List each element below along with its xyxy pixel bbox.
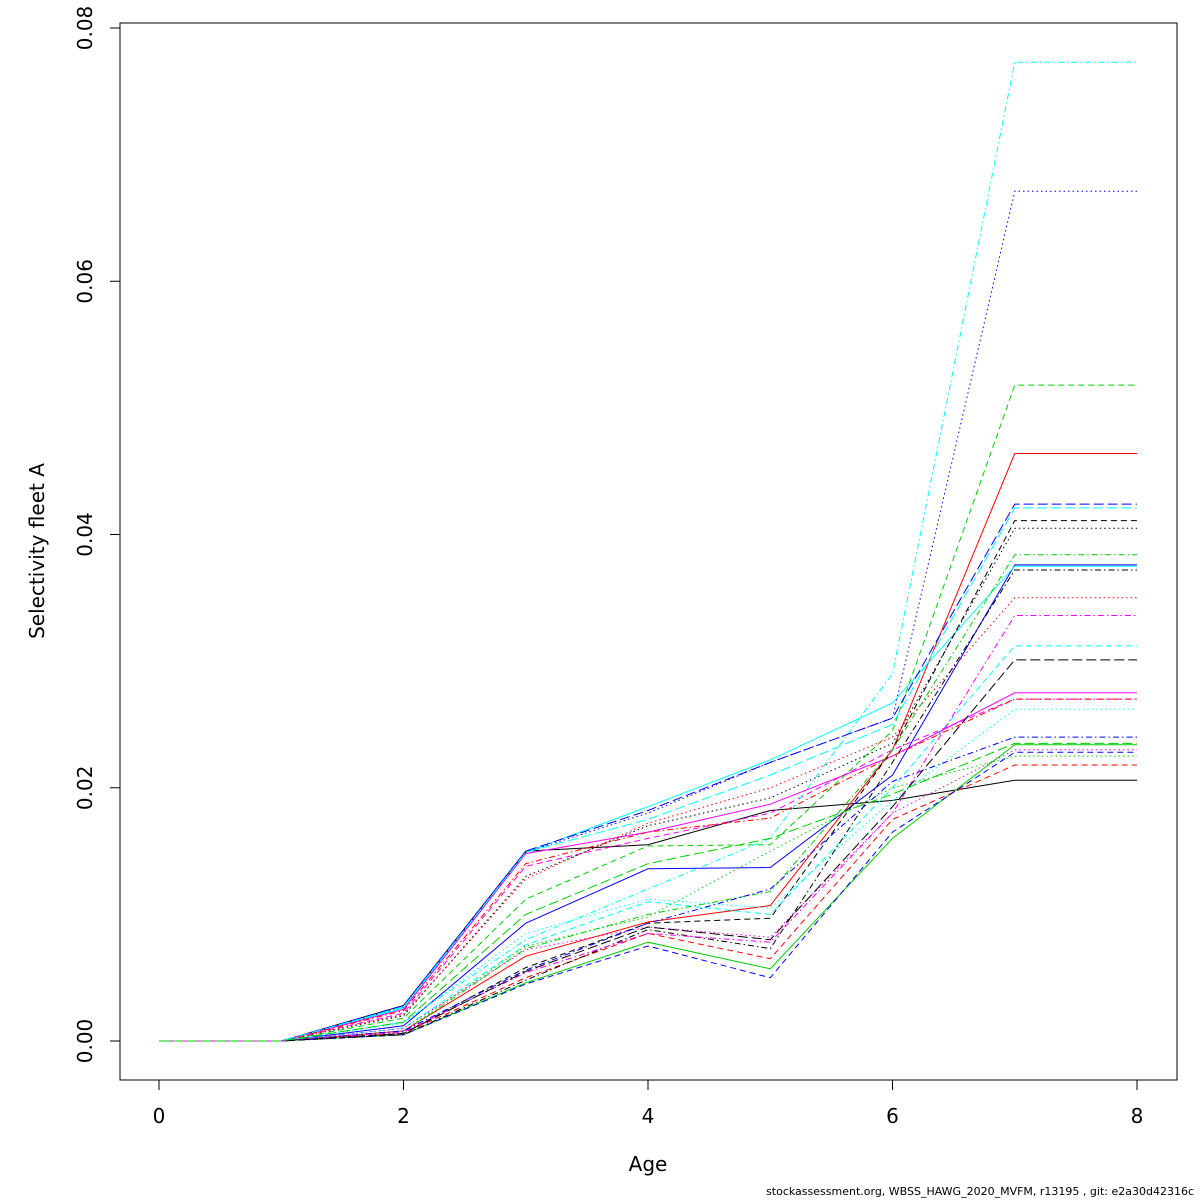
y-tick-label: 0.04 [73,512,97,557]
y-tick-label: 0.00 [73,1019,97,1064]
x-tick-label: 6 [886,1104,899,1128]
series-line-16 [159,190,1137,1042]
series-line-28 [159,742,1137,1042]
series-line-9 [159,384,1137,1042]
series-line-5 [159,565,1137,1042]
series-line-26 [159,503,1137,1042]
series-layer [159,61,1137,1042]
x-axis-title: Age [629,1152,668,1176]
series-line-15 [159,755,1137,1042]
series-line-17 [159,708,1137,1042]
series-line-27 [159,507,1137,1042]
footer-credit: stockassessment.org, WBSS_HAWG_2020_MVFM… [766,1185,1194,1198]
series-line-4 [159,564,1137,1042]
series-line-10 [159,751,1137,1042]
series-line-3 [159,744,1137,1042]
series-line-7 [159,520,1137,1042]
series-line-18 [159,749,1137,1042]
series-line-19 [159,569,1137,1042]
y-tick-label: 0.08 [73,6,97,51]
y-axis: 0.00 0.02 0.04 0.06 0.08 [73,6,121,1064]
y-tick-label: 0.06 [73,259,97,304]
series-line-12 [159,698,1137,1042]
x-axis: 0 2 4 6 8 [153,1079,1144,1128]
y-axis-title: Selectivity fleet A [25,463,49,639]
x-tick-label: 0 [153,1104,166,1128]
series-line-2 [159,453,1137,1042]
x-tick-label: 8 [1131,1104,1144,1128]
y-tick-label: 0.02 [73,766,97,811]
series-line-24 [159,615,1137,1042]
series-line-1 [159,779,1137,1042]
series-line-20 [159,698,1137,1042]
series-line-25 [159,659,1137,1042]
series-line-14 [159,597,1137,1042]
x-tick-label: 4 [642,1104,655,1128]
series-line-22 [159,736,1137,1042]
series-line-6 [159,692,1137,1042]
series-line-21 [159,554,1137,1042]
x-tick-label: 2 [397,1104,410,1128]
series-line-23 [159,61,1137,1042]
